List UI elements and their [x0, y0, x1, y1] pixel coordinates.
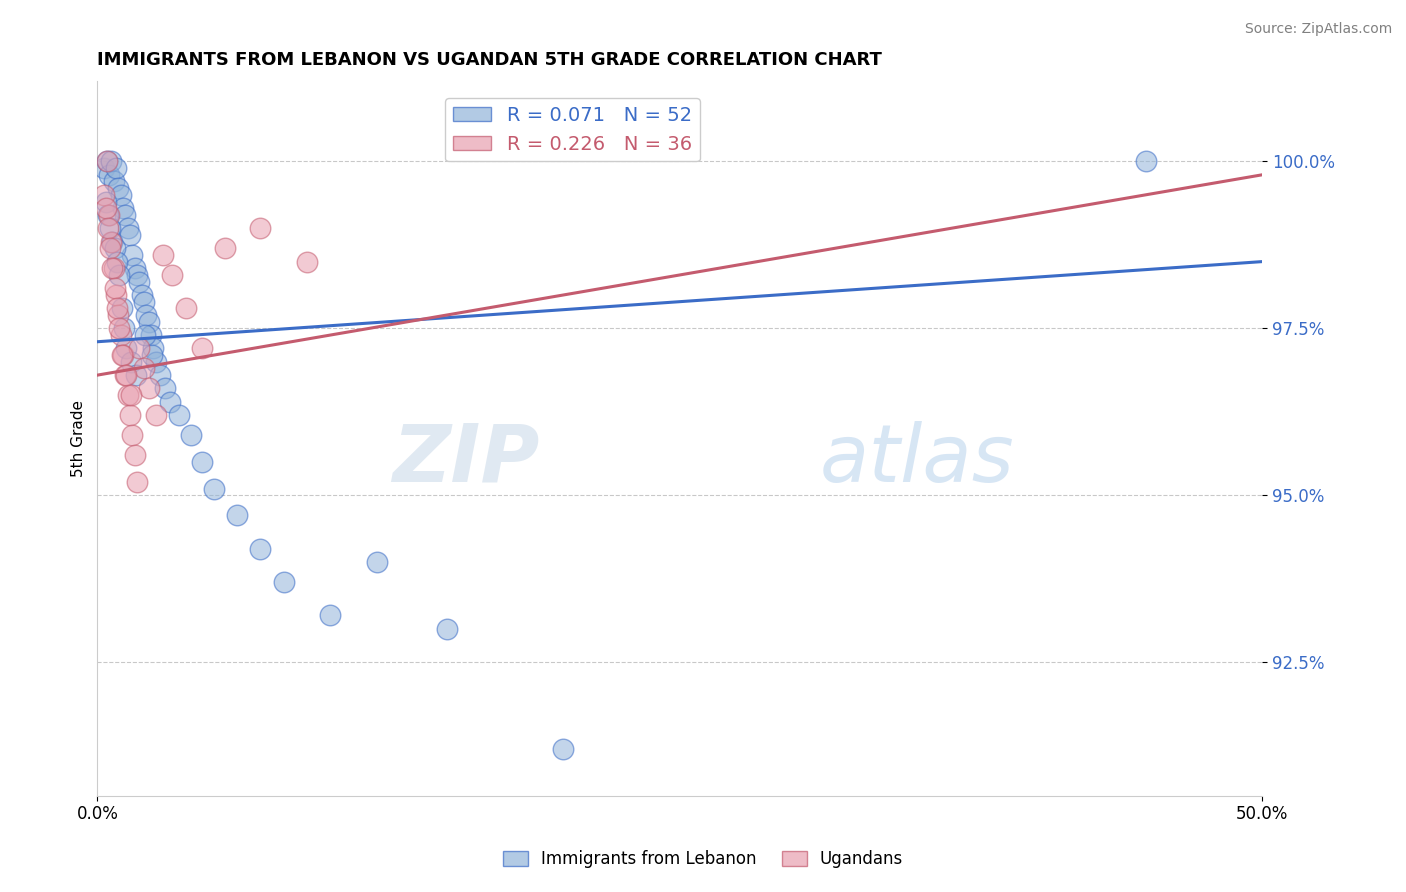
Point — [97, 208, 120, 222]
Legend: R = 0.071   N = 52, R = 0.226   N = 36: R = 0.071 N = 52, R = 0.226 N = 36 — [444, 98, 700, 161]
Point — [100, 154, 122, 169]
Point — [112, 321, 135, 335]
Point — [319, 608, 342, 623]
Point — [93, 187, 115, 202]
Point — [98, 241, 121, 255]
Point — [114, 368, 136, 383]
Point — [128, 275, 150, 289]
Point — [108, 268, 131, 282]
Point — [145, 355, 167, 369]
Point — [118, 408, 141, 422]
Point — [149, 368, 172, 383]
Point — [110, 187, 132, 202]
Point — [120, 355, 142, 369]
Point — [152, 248, 174, 262]
Point — [103, 174, 125, 188]
Point — [132, 361, 155, 376]
Point — [366, 555, 388, 569]
Point — [134, 328, 156, 343]
Point — [138, 382, 160, 396]
Point — [295, 254, 318, 268]
Text: atlas: atlas — [820, 421, 1014, 499]
Point — [553, 742, 575, 756]
Point — [1135, 154, 1157, 169]
Legend: Immigrants from Lebanon, Ugandans: Immigrants from Lebanon, Ugandans — [496, 844, 910, 875]
Point — [249, 221, 271, 235]
Point — [110, 328, 132, 343]
Point — [191, 342, 214, 356]
Point — [436, 622, 458, 636]
Point — [249, 541, 271, 556]
Point — [104, 281, 127, 295]
Point — [135, 308, 157, 322]
Text: Source: ZipAtlas.com: Source: ZipAtlas.com — [1244, 22, 1392, 37]
Point — [114, 208, 136, 222]
Point — [124, 261, 146, 276]
Text: ZIP: ZIP — [392, 421, 540, 499]
Point — [105, 301, 128, 316]
Point — [101, 235, 124, 249]
Text: IMMIGRANTS FROM LEBANON VS UGANDAN 5TH GRADE CORRELATION CHART: IMMIGRANTS FROM LEBANON VS UGANDAN 5TH G… — [97, 51, 882, 69]
Point — [159, 394, 181, 409]
Point — [98, 168, 121, 182]
Point — [145, 408, 167, 422]
Point — [118, 227, 141, 242]
Point — [139, 328, 162, 343]
Point — [202, 482, 225, 496]
Point — [120, 388, 142, 402]
Point — [138, 315, 160, 329]
Point — [191, 455, 214, 469]
Point — [115, 342, 138, 356]
Point — [121, 428, 143, 442]
Point — [131, 288, 153, 302]
Point — [141, 348, 163, 362]
Point — [104, 241, 127, 255]
Point — [125, 268, 148, 282]
Point — [167, 408, 190, 422]
Y-axis label: 5th Grade: 5th Grade — [72, 400, 86, 477]
Point — [104, 161, 127, 176]
Point — [96, 154, 118, 169]
Point — [153, 382, 176, 396]
Point — [104, 288, 127, 302]
Point — [214, 241, 236, 255]
Point — [94, 201, 117, 215]
Point — [98, 208, 121, 222]
Point — [98, 221, 121, 235]
Point — [125, 368, 148, 383]
Point — [128, 342, 150, 356]
Point — [96, 154, 118, 169]
Point — [111, 301, 134, 316]
Point — [111, 201, 134, 215]
Point — [273, 575, 295, 590]
Point — [174, 301, 197, 316]
Point — [93, 161, 115, 176]
Point — [111, 348, 134, 362]
Point — [117, 221, 139, 235]
Point — [101, 261, 124, 276]
Point — [125, 475, 148, 489]
Point — [103, 261, 125, 276]
Point — [117, 388, 139, 402]
Point — [121, 248, 143, 262]
Point — [180, 428, 202, 442]
Point — [115, 368, 138, 383]
Point — [160, 268, 183, 282]
Point — [108, 321, 131, 335]
Point — [100, 235, 122, 249]
Point — [94, 194, 117, 209]
Point — [124, 448, 146, 462]
Point — [107, 308, 129, 322]
Point — [111, 348, 134, 362]
Point — [105, 254, 128, 268]
Point — [107, 181, 129, 195]
Point — [226, 508, 249, 523]
Point — [97, 221, 120, 235]
Point — [142, 342, 165, 356]
Point — [132, 294, 155, 309]
